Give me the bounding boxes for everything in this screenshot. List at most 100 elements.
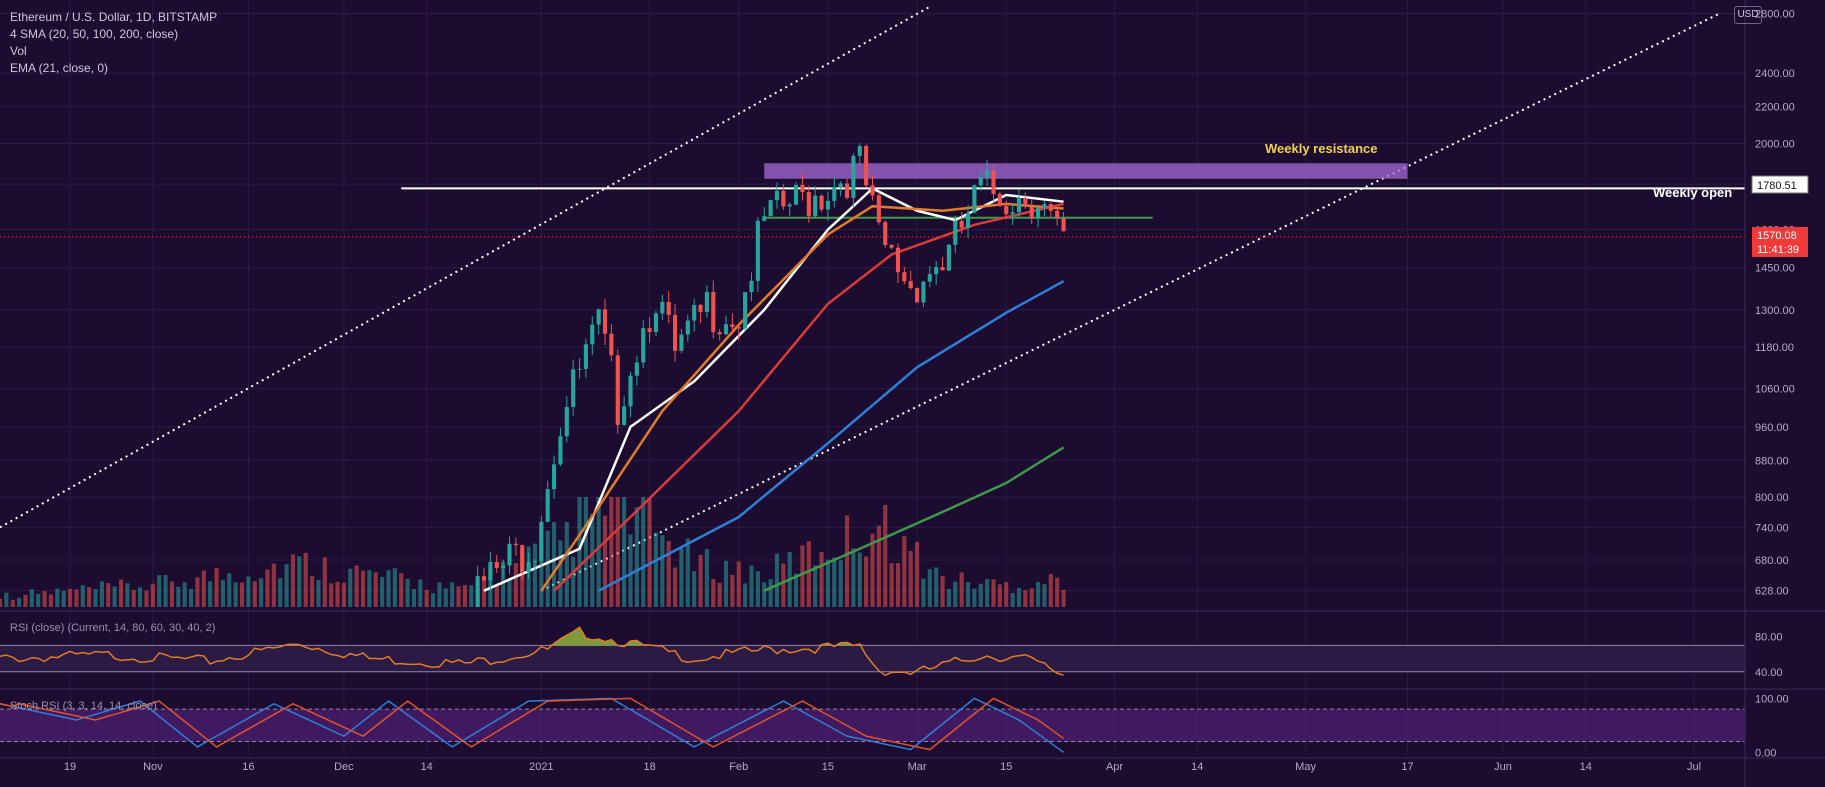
volume-bar — [908, 551, 913, 607]
time-tick-label: Nov — [143, 761, 163, 773]
volume-bar — [386, 570, 391, 607]
candle-body — [488, 561, 493, 581]
volume-bar — [1061, 589, 1066, 607]
price-tick-label: 880.00 — [1755, 455, 1789, 467]
volume-bar — [443, 588, 448, 607]
volume-bar — [450, 582, 455, 607]
ma-line — [598, 280, 1065, 592]
volume-bar — [755, 571, 760, 607]
volume-bar — [67, 588, 73, 607]
candle-body — [832, 186, 837, 201]
volume-bar — [743, 583, 748, 607]
candle-body — [921, 281, 926, 303]
candle-body — [666, 301, 671, 315]
currency-badge[interactable]: USD — [1734, 6, 1762, 24]
volume-bar — [870, 533, 875, 607]
volume-bar — [641, 497, 646, 607]
volume-bar — [405, 579, 410, 607]
stoch-rsi-legend[interactable]: Stoch RSI (3, 3, 14, 14, close) — [10, 700, 157, 712]
volume-bar — [335, 581, 340, 607]
candle-body — [641, 328, 646, 363]
candle-body — [730, 324, 735, 328]
volume-bar — [303, 552, 308, 607]
volume-bar — [819, 551, 824, 607]
volume-bar — [806, 541, 811, 607]
candle-body — [1061, 217, 1066, 232]
volume-bar — [532, 543, 538, 607]
volume-bar — [972, 588, 977, 607]
volume-bar — [430, 593, 436, 607]
candle-body — [934, 267, 939, 275]
candle-body — [889, 245, 894, 248]
candle-body — [653, 313, 659, 332]
rsi-band — [0, 645, 1745, 672]
volume-bar — [469, 585, 474, 607]
volume-bar — [0, 598, 3, 607]
candle-body — [781, 190, 786, 207]
volume-bar — [1023, 590, 1028, 607]
candle-body — [1048, 204, 1053, 211]
candle-body — [723, 324, 729, 335]
volume-bar — [704, 549, 709, 607]
volume-bar — [411, 588, 417, 607]
volume-bar — [118, 579, 124, 607]
time-tick-label: 19 — [64, 761, 76, 773]
volume-bar — [762, 582, 767, 607]
volume-bar — [978, 583, 983, 607]
volume-bar — [322, 557, 327, 607]
volume-bar — [628, 534, 633, 607]
stoch-tick-label: 100.00 — [1755, 693, 1789, 705]
candle-body — [787, 204, 792, 207]
volume-bar — [367, 570, 372, 607]
candle-body — [851, 155, 856, 198]
volume-bar — [201, 570, 206, 607]
candle-body — [946, 244, 951, 271]
volume-bar — [1042, 584, 1047, 607]
volume-bar — [252, 581, 257, 607]
last-price-tag: 1570.08 11:41:39 — [1752, 227, 1808, 257]
volume-bar — [125, 583, 130, 607]
time-tick-label: 18 — [643, 761, 655, 773]
volume-bar — [634, 507, 639, 607]
candle-body — [532, 561, 538, 563]
rsi-legend[interactable]: RSI (close) (Current, 14, 80, 60, 30, 40… — [10, 622, 216, 634]
price-tick-label: 1060.00 — [1755, 384, 1795, 396]
time-tick-label: May — [1295, 761, 1316, 773]
ma-legend[interactable]: 4 SMA (20, 50, 100, 200, close) — [10, 27, 179, 41]
volume-bar — [233, 582, 238, 607]
candle-body — [622, 406, 627, 425]
candle-body — [520, 545, 525, 573]
volume-bar — [959, 572, 964, 607]
candle-body — [819, 195, 824, 210]
time-tick-label: 14 — [1191, 761, 1203, 773]
volume-bar — [539, 531, 544, 607]
volume-bar — [131, 589, 136, 607]
volume-bar — [615, 497, 620, 607]
price-tick-label: 2200.00 — [1755, 102, 1795, 114]
volume-bar — [698, 554, 703, 607]
stoch-k-line — [0, 697, 1064, 753]
volume-bar — [692, 571, 697, 607]
candle-body — [978, 177, 983, 186]
volume-bar — [424, 589, 429, 607]
candle-body — [749, 280, 754, 293]
volume-bar — [883, 505, 888, 607]
candle-body — [985, 170, 990, 178]
annotations: Weekly resistance Weekly open 1780.51 15… — [1265, 141, 1809, 257]
volume-bar — [4, 592, 9, 607]
volume-legend[interactable]: Vol — [10, 44, 27, 58]
volume-bar — [590, 513, 595, 607]
volume-bar — [507, 578, 512, 607]
candle-body — [870, 185, 875, 196]
candle-body — [1042, 204, 1047, 208]
ma-line — [553, 202, 1064, 592]
volume-bar — [284, 564, 289, 607]
svg-text:1570.08: 1570.08 — [1757, 230, 1797, 242]
volume-bar — [800, 545, 805, 607]
ema-legend[interactable]: EMA (21, close, 0) — [10, 61, 109, 75]
volume-bar — [195, 577, 200, 607]
volume-bar — [297, 556, 302, 607]
symbol-title[interactable]: Ethereum / U.S. Dollar, 1D, BITSTAMP — [10, 10, 218, 24]
